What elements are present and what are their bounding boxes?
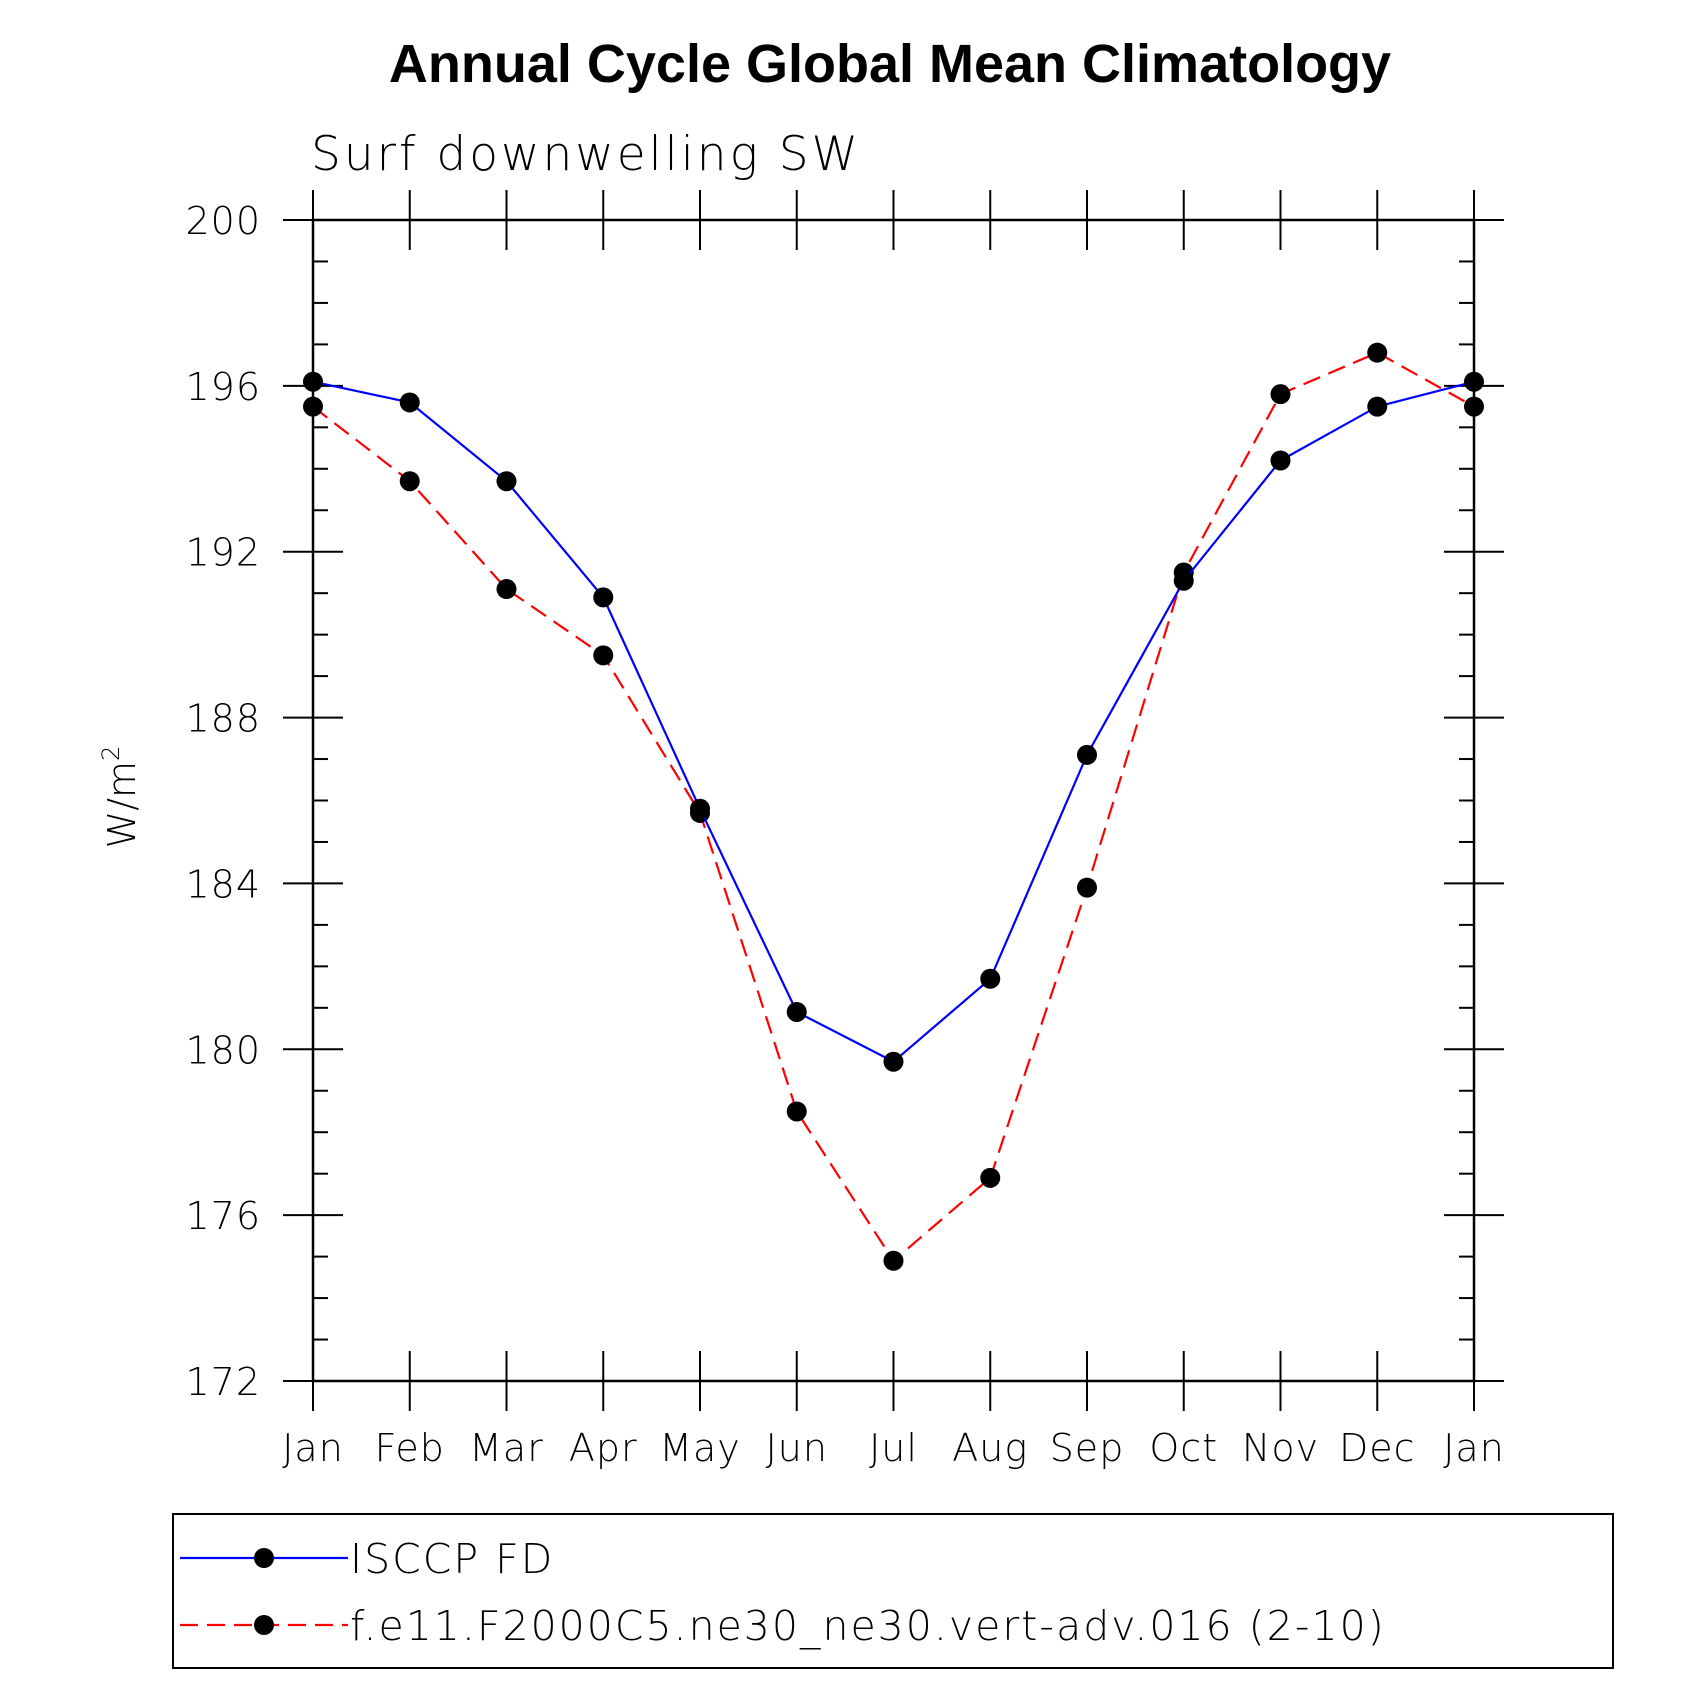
data-point	[399, 392, 420, 413]
data-point	[303, 371, 323, 392]
legend: ISCCP FD f.e11.F2000C5.ne30_ne30.vert-adv…	[172, 1513, 1614, 1669]
data-point	[1270, 384, 1291, 405]
legend-entry: f.e11.F2000C5.ne30_ne30.vert-adv.016 (2-…	[180, 1602, 1386, 1650]
data-point	[786, 1001, 807, 1022]
plot-frame-group	[311, 218, 1476, 1383]
series-line	[312, 351, 1475, 1263]
legend-box	[172, 1513, 1614, 1669]
x-tick-label: Jan	[1443, 1426, 1505, 1470]
legend-label: ISCCP FD	[350, 1535, 554, 1583]
data-point	[690, 798, 710, 819]
x-tick-label: Aug	[952, 1426, 1028, 1470]
x-tick-label: Sep	[1050, 1426, 1125, 1470]
data-point	[786, 1101, 807, 1122]
series-2	[303, 342, 1484, 1271]
series-layer	[303, 342, 1484, 1271]
svg-text:W/m2: W/m2	[97, 746, 144, 849]
y-tick-label: 188	[185, 697, 261, 741]
legend-marker	[254, 1548, 274, 1568]
data-point	[496, 579, 517, 600]
y-tick-label: 180	[185, 1028, 261, 1072]
legend-marker	[254, 1615, 274, 1635]
y-tick-label: 172	[185, 1360, 261, 1404]
data-point	[980, 1167, 1001, 1188]
axis-ticks	[283, 190, 1504, 1411]
data-point	[399, 471, 420, 492]
y-axis-label: W/m2	[97, 746, 144, 849]
x-tick-labels: Jan Feb Mar Apr May Jun Jul Aug Sep Oct Nov Dec Jan	[282, 1426, 1505, 1470]
x-tick-label: Mar	[469, 1426, 544, 1470]
series-line	[312, 380, 1475, 1064]
data-point	[1077, 744, 1097, 765]
x-tick-label: Jan	[282, 1426, 344, 1470]
y-tick-label: 192	[185, 531, 261, 575]
x-tick-label: Nov	[1242, 1426, 1319, 1470]
data-point	[1077, 877, 1097, 898]
y-axis-label-superscript: 2	[97, 746, 125, 761]
data-point	[980, 968, 1001, 989]
data-point	[1270, 450, 1291, 471]
legend-entry: ISCCP FD	[180, 1535, 554, 1583]
data-point	[883, 1250, 904, 1271]
y-tick-label: 184	[185, 862, 261, 906]
plot-frame	[311, 218, 1476, 1383]
chart-title: Annual Cycle Global Mean Climatology	[389, 34, 1391, 94]
data-point	[883, 1051, 904, 1072]
data-point	[1367, 396, 1388, 417]
y-tick-label: 196	[185, 365, 261, 409]
data-point	[593, 645, 614, 666]
chart-subtitle: Surf downwelling SW	[311, 127, 861, 182]
legend-label: f.e11.F2000C5.ne30_ne30.vert-adv.016 (2-…	[350, 1602, 1386, 1650]
series-1	[303, 371, 1484, 1072]
data-point	[593, 587, 614, 608]
x-tick-label: Jun	[766, 1426, 828, 1470]
data-point	[303, 396, 323, 417]
data-point	[1173, 570, 1194, 591]
data-point	[1464, 396, 1484, 417]
legend-entries: ISCCP FD f.e11.F2000C5.ne30_ne30.vert-adv…	[180, 1535, 1386, 1650]
data-point	[496, 471, 517, 492]
y-tick-label: 176	[185, 1194, 261, 1238]
y-tick-label: 200	[185, 199, 261, 243]
data-point	[1367, 342, 1388, 363]
y-axis-label-base: W/m	[100, 761, 144, 848]
data-point	[1464, 371, 1484, 392]
x-tick-label: Jul	[869, 1426, 918, 1470]
x-tick-label: May	[659, 1426, 741, 1470]
x-tick-label: Feb	[375, 1426, 445, 1470]
y-tick-labels: 200 196 192 188 184 180 176 172	[185, 199, 261, 1404]
x-tick-label: Oct	[1149, 1426, 1218, 1470]
x-tick-label: Dec	[1339, 1426, 1416, 1470]
x-tick-label: Apr	[569, 1426, 638, 1470]
